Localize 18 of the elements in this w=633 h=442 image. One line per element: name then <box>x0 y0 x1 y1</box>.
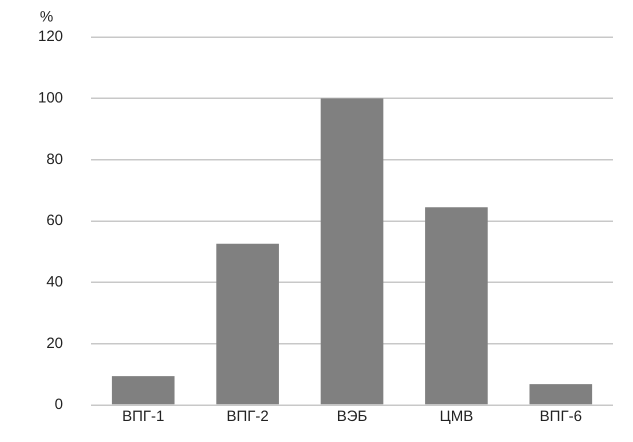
bar <box>112 376 175 404</box>
y-tick-label: 100 <box>38 89 64 106</box>
bar <box>529 384 592 404</box>
x-tick-label: ВПГ-6 <box>540 408 582 426</box>
y-tick-label: 120 <box>38 28 64 46</box>
y-tick-label: 60 <box>46 212 64 230</box>
y-tick-label: 40 <box>46 273 64 290</box>
x-tick-label: ЦМВ <box>440 408 474 426</box>
x-tick-label: ВЭБ <box>336 408 368 426</box>
y-tick-label: 80 <box>46 150 64 168</box>
x-tick-label: ВПГ-2 <box>226 408 269 426</box>
bar <box>425 207 488 404</box>
y-tick-label: 0 <box>54 396 64 414</box>
y-axis-title: % <box>40 8 54 26</box>
bar <box>216 244 279 404</box>
x-tick-label: ВПГ-1 <box>122 408 164 426</box>
bar <box>320 98 384 404</box>
y-tick-label: 20 <box>46 334 64 352</box>
